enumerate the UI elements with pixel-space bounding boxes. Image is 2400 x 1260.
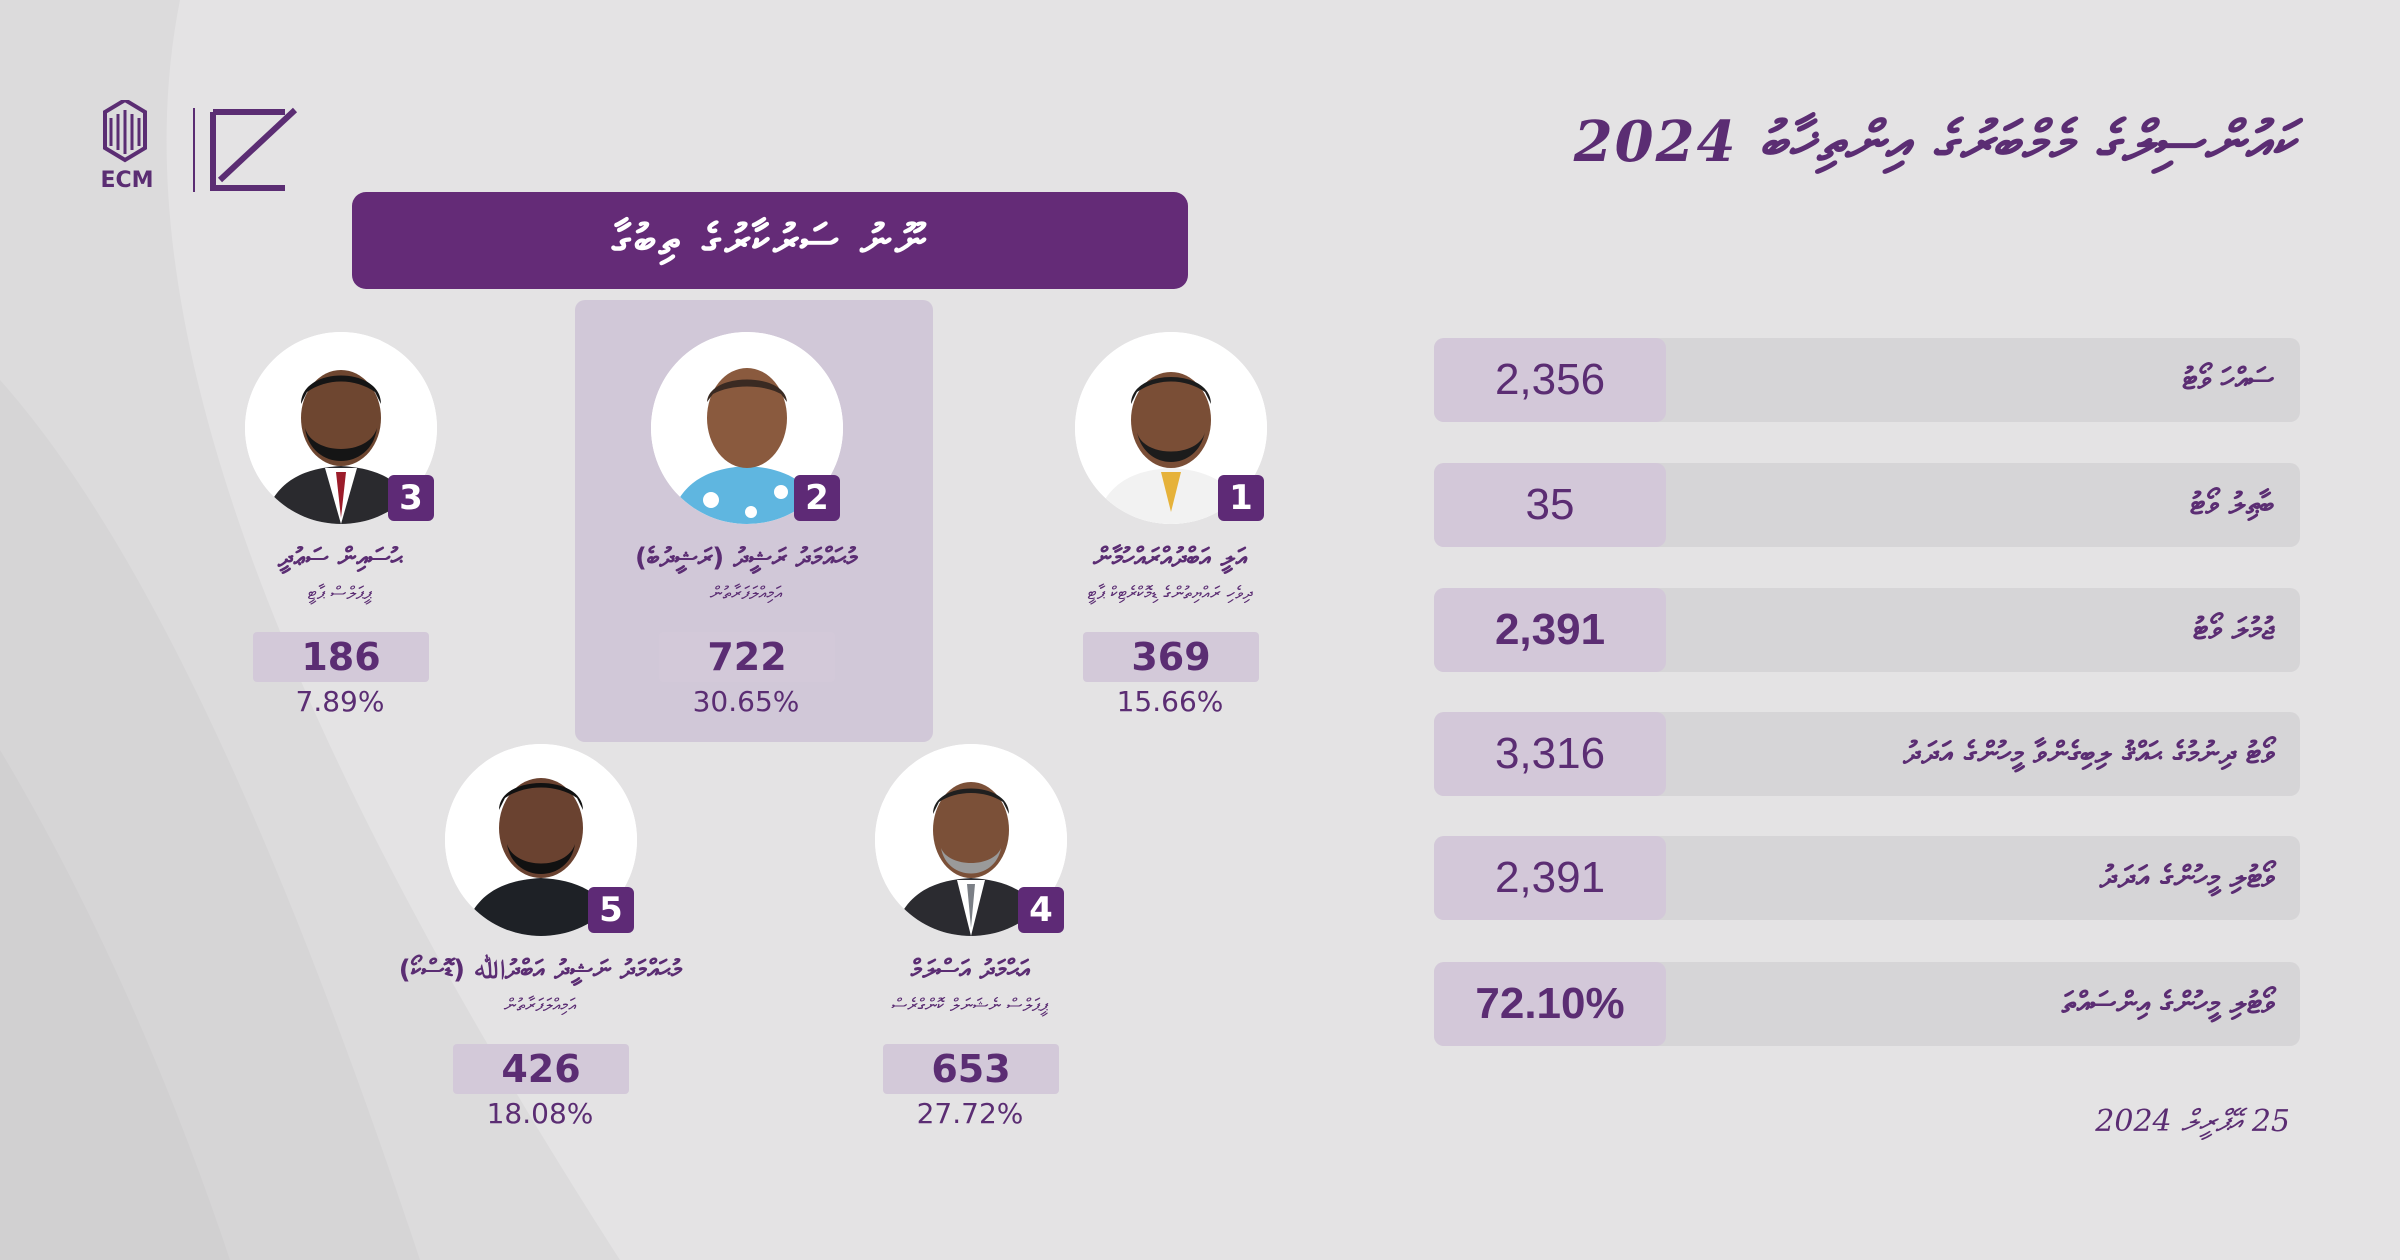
stat-label: ޖުމުލަ ވޯޓު	[2193, 612, 2274, 647]
candidate-card-1: 1 އަލީ އަބްދުއްރައްހުމާން ދިވެހި ރައްޔިތ…	[1000, 332, 1340, 752]
candidate-number-badge: 4	[1018, 887, 1064, 933]
candidate-votes: 369	[1083, 632, 1259, 682]
candidate-name: ޙުސައިން ސަޢުދީ	[277, 543, 403, 573]
stat-value: 2,391	[1434, 836, 1666, 920]
stat-value: 2,391	[1434, 588, 1666, 672]
candidate-percent: 7.89%	[295, 685, 385, 718]
date-text: 25 އޭޕްރީލް 2024	[2095, 1104, 2290, 1139]
candidate-number-badge: 3	[388, 475, 434, 521]
stat-row-eligible-voters: 3,316 ވޯޓު ދިނުމުގެ ޙައްޤު ލިބިގެންވާ މީ…	[1434, 712, 2300, 796]
stat-value: 72.10%	[1434, 962, 1666, 1046]
candidate-card-5: 5 މުޙައްމަދު ނަޝީދު އަބްދުﷲ (ޑޮސްކޯ) އަމ…	[370, 744, 710, 1164]
stat-label: ވޯޓުލި މީހުންގެ އަދަދު	[2099, 860, 2274, 895]
stat-value: 35	[1434, 463, 1666, 547]
page-title: ކައުންސިލްގެ މެމްބަރުގެ އިންތިޚާބު 2024	[1573, 109, 2296, 175]
candidate-percent: 18.08%	[486, 1097, 594, 1130]
stat-row-turnout: 72.10% ވޯޓުލި މީހުންގެ އިންސައްތަ	[1434, 962, 2300, 1046]
candidate-affiliation: އަމިއްލަފަރާތުން	[503, 995, 577, 1016]
person-avatar-icon	[875, 744, 1067, 936]
candidate-name: މުޙައްމަދު ނަޝީދު އަބްދުﷲ (ޑޮސްކޯ)	[398, 955, 682, 985]
candidate-percent: 30.65%	[692, 685, 800, 718]
stat-row-total-votes: 2,391 ޖުމުލަ ވޯޓު	[1434, 588, 2300, 672]
candidate-percent: 15.66%	[1116, 685, 1224, 718]
stat-label: ބާޠިލު ވޯޓު	[2190, 487, 2274, 522]
stat-value: 3,316	[1434, 712, 1666, 796]
stat-label: ސައްހަ ވޯޓު	[2182, 362, 2274, 397]
candidate-photo	[445, 744, 637, 936]
person-avatar-icon	[445, 744, 637, 936]
candidate-name: އަލީ އަބްދުއްރައްހުމާން	[1093, 543, 1247, 573]
ecm-logo: ECM	[95, 97, 305, 200]
candidate-number-badge: 2	[794, 475, 840, 521]
stat-label: ވޯޓު ދިނުމުގެ ޙައްޤު ލިބިގެންވާ މީހުންގެ…	[1903, 736, 2274, 771]
candidate-affiliation: ޕީޕަލްސް ނެޝަނަލް ކޮންގްރެސް	[891, 995, 1049, 1016]
candidate-number-badge: 1	[1218, 475, 1264, 521]
candidate-number-badge: 5	[588, 887, 634, 933]
candidate-votes: 426	[453, 1044, 629, 1094]
candidate-percent: 27.72%	[916, 1097, 1024, 1130]
stat-label: ވޯޓުލި މީހުންގެ އިންސައްތަ	[2061, 986, 2274, 1021]
ecm-logo-icon	[103, 97, 298, 192]
candidate-card-4: 4 އަޙްމަދު އަސްލަމް ޕީޕަލްސް ނެޝަނަލް ކޮ…	[800, 744, 1140, 1164]
candidate-votes: 186	[253, 632, 429, 682]
region-banner: ނޫނު ސަރުކާރުގެ ތިބުގާ	[352, 192, 1188, 289]
candidate-name: އަޙްމަދު އަސްލަމް	[910, 955, 1030, 985]
candidate-affiliation: ޕީޕަލްސް ޕާޓީ	[307, 583, 373, 604]
candidate-affiliation: ދިވެހި ރައްޔިތުންގެ ޑިމޮކްރެޓިކް ޕާޓީ	[1087, 583, 1253, 604]
candidate-card-2: 2 މުޙައްމަދު ރަޝީދު (ރަޝީދުބެ) އަމިއްލަފ…	[576, 332, 916, 752]
stat-value: 2,356	[1434, 338, 1666, 422]
stat-row-voters-count: 2,391 ވޯޓުލި މީހުންގެ އަދަދު	[1434, 836, 2300, 920]
stat-row-valid-votes: 2,356 ސައްހަ ވޯޓު	[1434, 338, 2300, 422]
candidate-affiliation: އަމިއްލަފަރާތުން	[709, 583, 783, 604]
candidate-card-3: 3 ޙުސައިން ސަޢުދީ ޕީޕަލްސް ޕާޓީ 186 7.89…	[170, 332, 510, 752]
ecm-logo-text: ECM	[100, 168, 154, 193]
candidate-name: މުޙައްމަދު ރަޝީދު (ރަޝީދުބެ)	[635, 543, 857, 573]
stat-row-invalid-votes: 35 ބާޠިލު ވޯޓު	[1434, 463, 2300, 547]
candidate-votes: 722	[659, 632, 835, 682]
candidate-photo	[875, 744, 1067, 936]
candidate-votes: 653	[883, 1044, 1059, 1094]
